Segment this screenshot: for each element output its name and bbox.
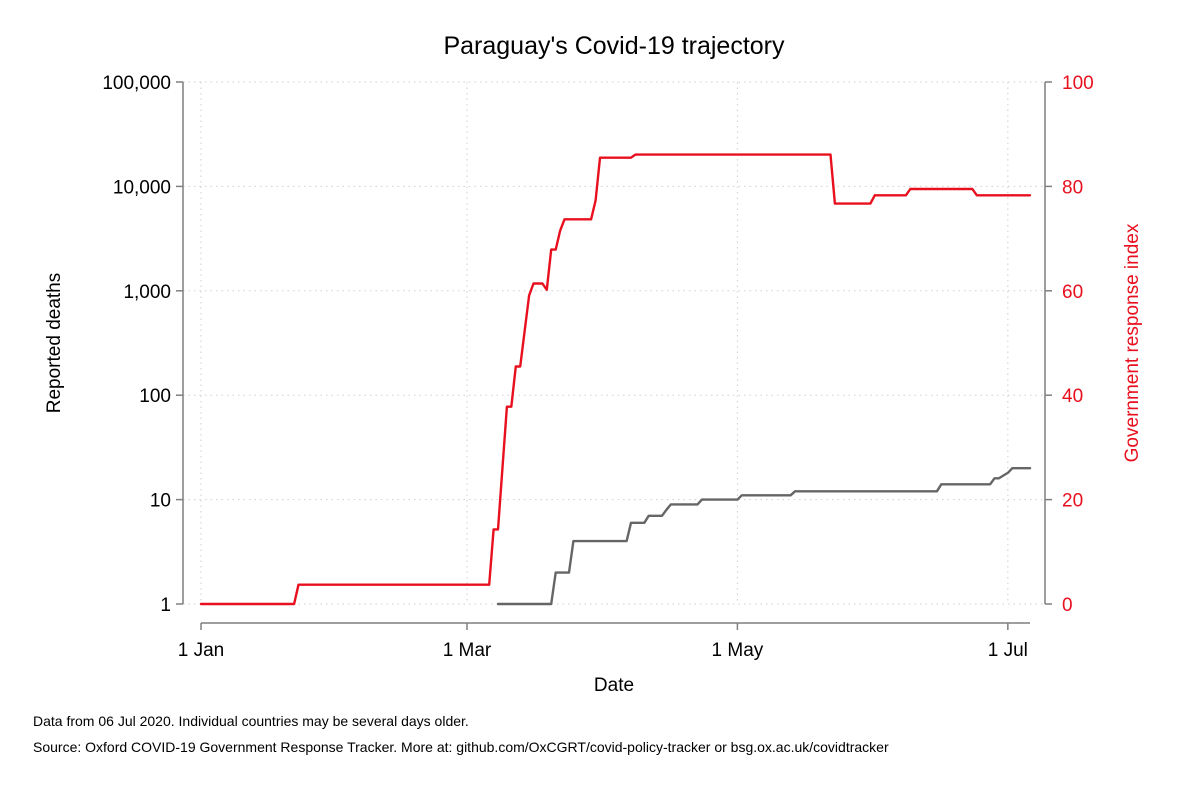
axes (176, 81, 1052, 630)
left-tick-label: 100 (139, 386, 171, 407)
right-tick-label: 0 (1062, 595, 1073, 616)
x-tick-label: 1 Jan (178, 640, 224, 661)
x-tick-label: 1 Jul (988, 640, 1028, 661)
left-tick-label: 100,000 (102, 73, 171, 94)
left-tick-label: 1,000 (123, 282, 171, 303)
footnote-data-date: Data from 06 Jul 2020. Individual countr… (33, 713, 469, 729)
right-tick-label: 40 (1062, 386, 1083, 407)
left-tick-label: 10 (150, 491, 171, 512)
series (199, 153, 1032, 606)
left-axis-title: Reported deaths (44, 273, 65, 414)
left-tick-label: 1 (160, 595, 171, 616)
tick-labels: 1 10 100 1,000 10,000 100,000 0 20 40 60 80 100 1 Ja… (102, 73, 1093, 661)
gridlines (183, 81, 1045, 605)
right-tick-label: 20 (1062, 491, 1083, 512)
footnote-source: Source: Oxford COVID-19 Government Respo… (33, 739, 889, 755)
right-tick-label: 80 (1062, 177, 1083, 198)
chart-title: Paraguay's Covid-19 trajectory (443, 32, 785, 60)
x-tick-label: 1 Mar (443, 640, 492, 661)
response-index-series-line (199, 153, 1032, 606)
x-tick-label: 1 May (712, 640, 764, 661)
deaths-series-line (496, 467, 1032, 606)
right-tick-label: 60 (1062, 282, 1083, 303)
x-axis-title: Date (594, 675, 634, 696)
right-tick-label: 100 (1062, 73, 1094, 94)
right-axis-title: Government response index (1122, 223, 1143, 462)
left-tick-label: 10,000 (113, 177, 171, 198)
